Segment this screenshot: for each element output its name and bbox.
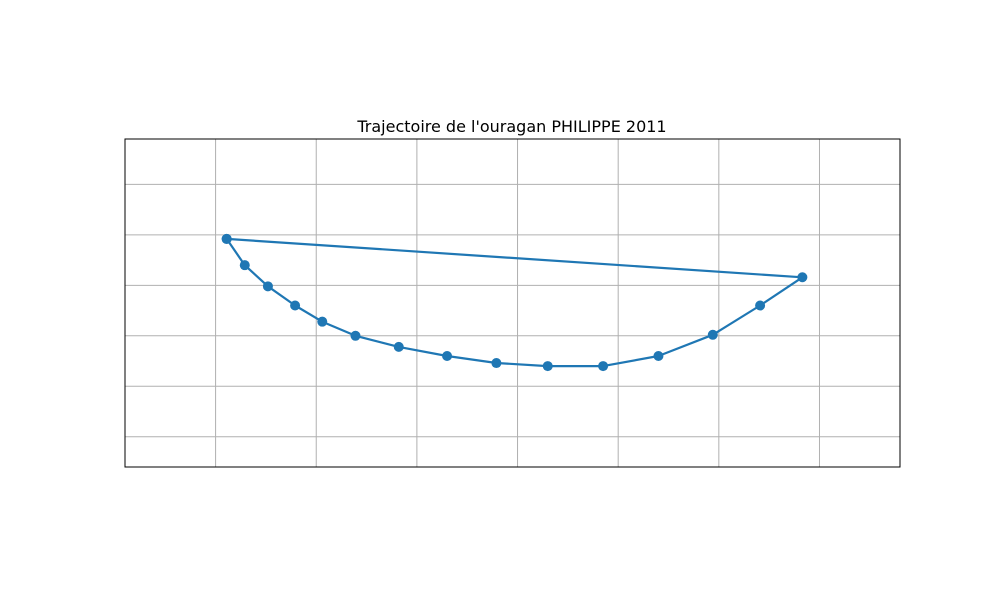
series-line bbox=[225, 237, 804, 368]
track-point-9 bbox=[542, 361, 553, 372]
track-point-7 bbox=[442, 350, 453, 361]
track-point-14 bbox=[797, 272, 808, 283]
track-point-8 bbox=[491, 358, 502, 369]
track-point-1 bbox=[239, 260, 250, 271]
track-point-10 bbox=[598, 361, 609, 372]
grid bbox=[125, 139, 900, 467]
chart-title: Trajectoire de l'ouragan PHILIPPE 2011 bbox=[356, 117, 666, 136]
track-point-6 bbox=[393, 341, 404, 352]
track-point-3 bbox=[290, 300, 301, 311]
track-point-15 bbox=[221, 233, 232, 244]
plot-frame bbox=[124, 138, 901, 468]
track-point-12 bbox=[707, 329, 718, 340]
track-point-13 bbox=[755, 300, 766, 311]
track-point-11 bbox=[653, 350, 664, 361]
track-point-4 bbox=[317, 316, 328, 327]
track-series bbox=[221, 233, 808, 372]
track-point-5 bbox=[350, 330, 361, 341]
track-point-2 bbox=[262, 281, 273, 292]
